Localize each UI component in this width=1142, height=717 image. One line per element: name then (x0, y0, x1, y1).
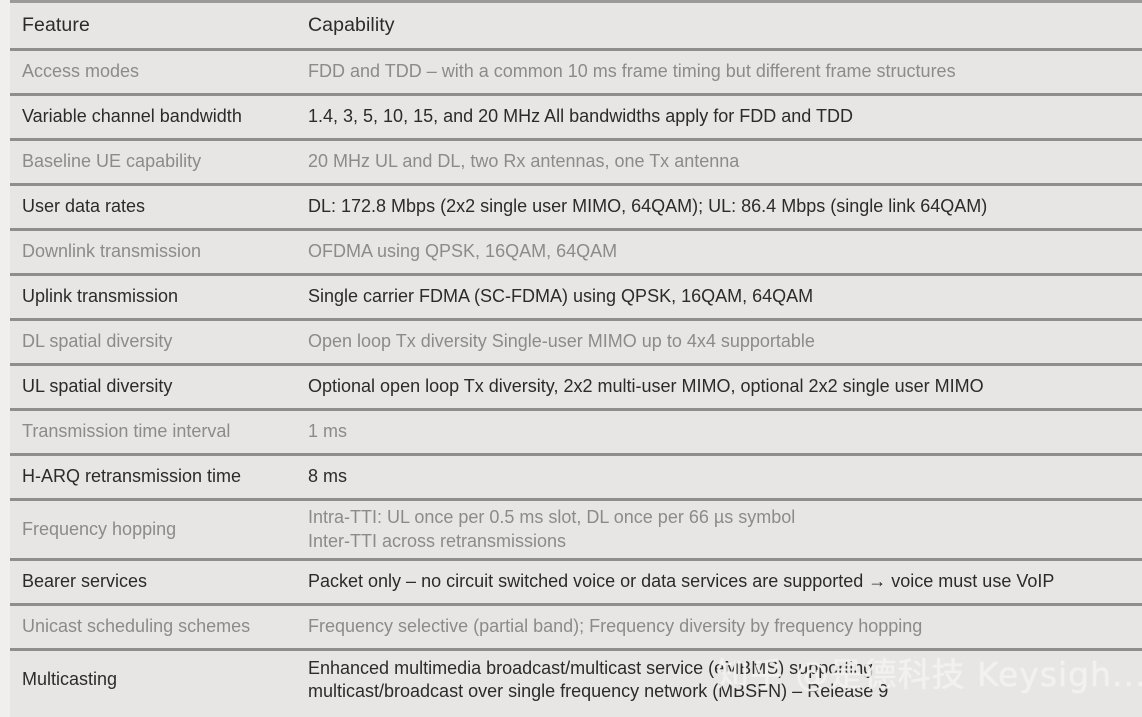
table-row: Variable channel bandwidth 1.4, 3, 5, 10,… (10, 94, 1142, 141)
cell-capability: 1.4, 3, 5, 10, 15, and 20 MHz All bandwi… (300, 94, 1142, 141)
cell-feature: UL spatial diversity (10, 364, 300, 411)
cell-feature: Multicasting (10, 649, 300, 710)
table-row: Unicast scheduling schemes Frequency sele… (10, 604, 1142, 651)
lte-capability-table: Feature Capability Access modes FDD and T… (10, 0, 1142, 710)
cell-capability: FDD and TDD – with a common 10 ms frame … (300, 49, 1142, 96)
cell-capability: Enhanced multimedia broadcast/multicast … (300, 649, 1142, 710)
cell-capability: Intra-TTI: UL once per 0.5 ms slot, DL o… (300, 499, 1142, 561)
cell-feature: Bearer services (10, 559, 300, 606)
table-header: Feature Capability (10, 0, 1142, 51)
table-row: Uplink transmission Single carrier FDMA (… (10, 274, 1142, 321)
cell-capability: Open loop Tx diversity Single-user MIMO … (300, 319, 1142, 366)
cell-feature: Downlink transmission (10, 229, 300, 276)
table-row: Access modes FDD and TDD – with a common … (10, 49, 1142, 96)
table-row: Frequency hopping Intra-TTI: UL once per … (10, 499, 1142, 561)
table-row: Transmission time interval 1 ms (10, 409, 1142, 456)
cell-feature: Transmission time interval (10, 409, 300, 456)
cell-feature: DL spatial diversity (10, 319, 300, 366)
column-header-capability: Capability (300, 0, 1142, 51)
cell-feature: Access modes (10, 49, 300, 96)
cell-feature: Uplink transmission (10, 274, 300, 321)
table-row: Multicasting Enhanced multimedia broadcas… (10, 649, 1142, 710)
cell-capability: DL: 172.8 Mbps (2x2 single user MIMO, 64… (300, 184, 1142, 231)
cell-capability: Single carrier FDMA (SC-FDMA) using QPSK… (300, 274, 1142, 321)
cell-feature: H-ARQ retransmission time (10, 454, 300, 501)
cell-feature: Unicast scheduling schemes (10, 604, 300, 651)
table-row: Baseline UE capability 20 MHz UL and DL, … (10, 139, 1142, 186)
table-row: H-ARQ retransmission time 8 ms (10, 454, 1142, 501)
cell-feature: Baseline UE capability (10, 139, 300, 186)
cell-capability: Frequency selective (partial band); Freq… (300, 604, 1142, 651)
cell-capability: OFDMA using QPSK, 16QAM, 64QAM (300, 229, 1142, 276)
table-row: UL spatial diversity Optional open loop T… (10, 364, 1142, 411)
cell-capability: Optional open loop Tx diversity, 2x2 mul… (300, 364, 1142, 411)
cell-capability: 1 ms (300, 409, 1142, 456)
table-row: User data rates DL: 172.8 Mbps (2x2 singl… (10, 184, 1142, 231)
cell-feature: Frequency hopping (10, 499, 300, 561)
cell-capability: 20 MHz UL and DL, two Rx antennas, one T… (300, 139, 1142, 186)
table-row: DL spatial diversity Open loop Tx diversi… (10, 319, 1142, 366)
table-row: Downlink transmission OFDMA using QPSK, 1… (10, 229, 1142, 276)
cell-capability: Packet only – no circuit switched voice … (300, 559, 1142, 606)
table-row: Bearer services Packet only – no circuit … (10, 559, 1142, 606)
table-body: Access modes FDD and TDD – with a common … (10, 49, 1142, 710)
cell-feature: Variable channel bandwidth (10, 94, 300, 141)
cell-capability: 8 ms (300, 454, 1142, 501)
column-header-feature: Feature (10, 0, 300, 51)
cell-feature: User data rates (10, 184, 300, 231)
table-header-row: Feature Capability (10, 0, 1142, 51)
